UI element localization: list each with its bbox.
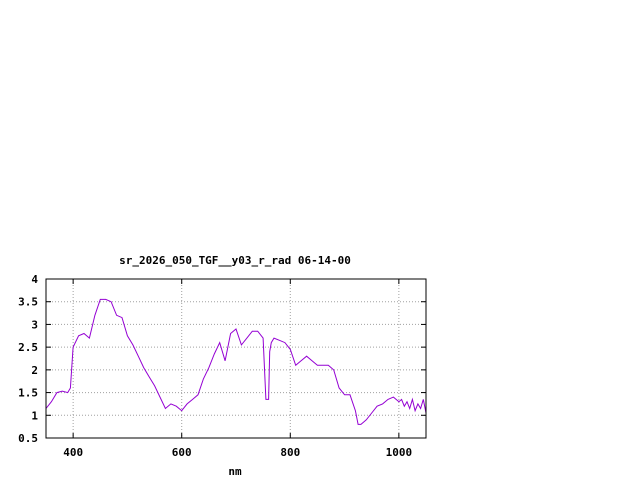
y-tick-label: 3.5 [18, 296, 38, 309]
y-tick-label: 4 [31, 273, 38, 286]
axis-ticks: 400 600 800 1000 0.5 1 1.5 2 2.5 3 3.5 4 [18, 273, 426, 459]
data-series [45, 298, 427, 425]
y-tick-label: 2 [31, 364, 38, 377]
grid-lines [46, 279, 426, 438]
y-tick-label: 1.5 [18, 387, 38, 400]
x-tick-label: 600 [172, 446, 192, 459]
x-tick-label: 800 [280, 446, 300, 459]
x-tick-label: 1000 [386, 446, 413, 459]
chart-title: sr_2026_050_TGF__y03_r_rad 06-14-00 [119, 254, 351, 267]
x-axis-label: nm [228, 465, 242, 478]
y-tick-label: 0.5 [18, 432, 38, 445]
plot-frame [45, 278, 427, 439]
y-tick-label: 3 [31, 318, 38, 331]
x-tick-label: 400 [63, 446, 83, 459]
y-tick-label: 1 [31, 409, 38, 422]
series-line [45, 298, 427, 425]
y-tick-label: 2.5 [18, 341, 38, 354]
